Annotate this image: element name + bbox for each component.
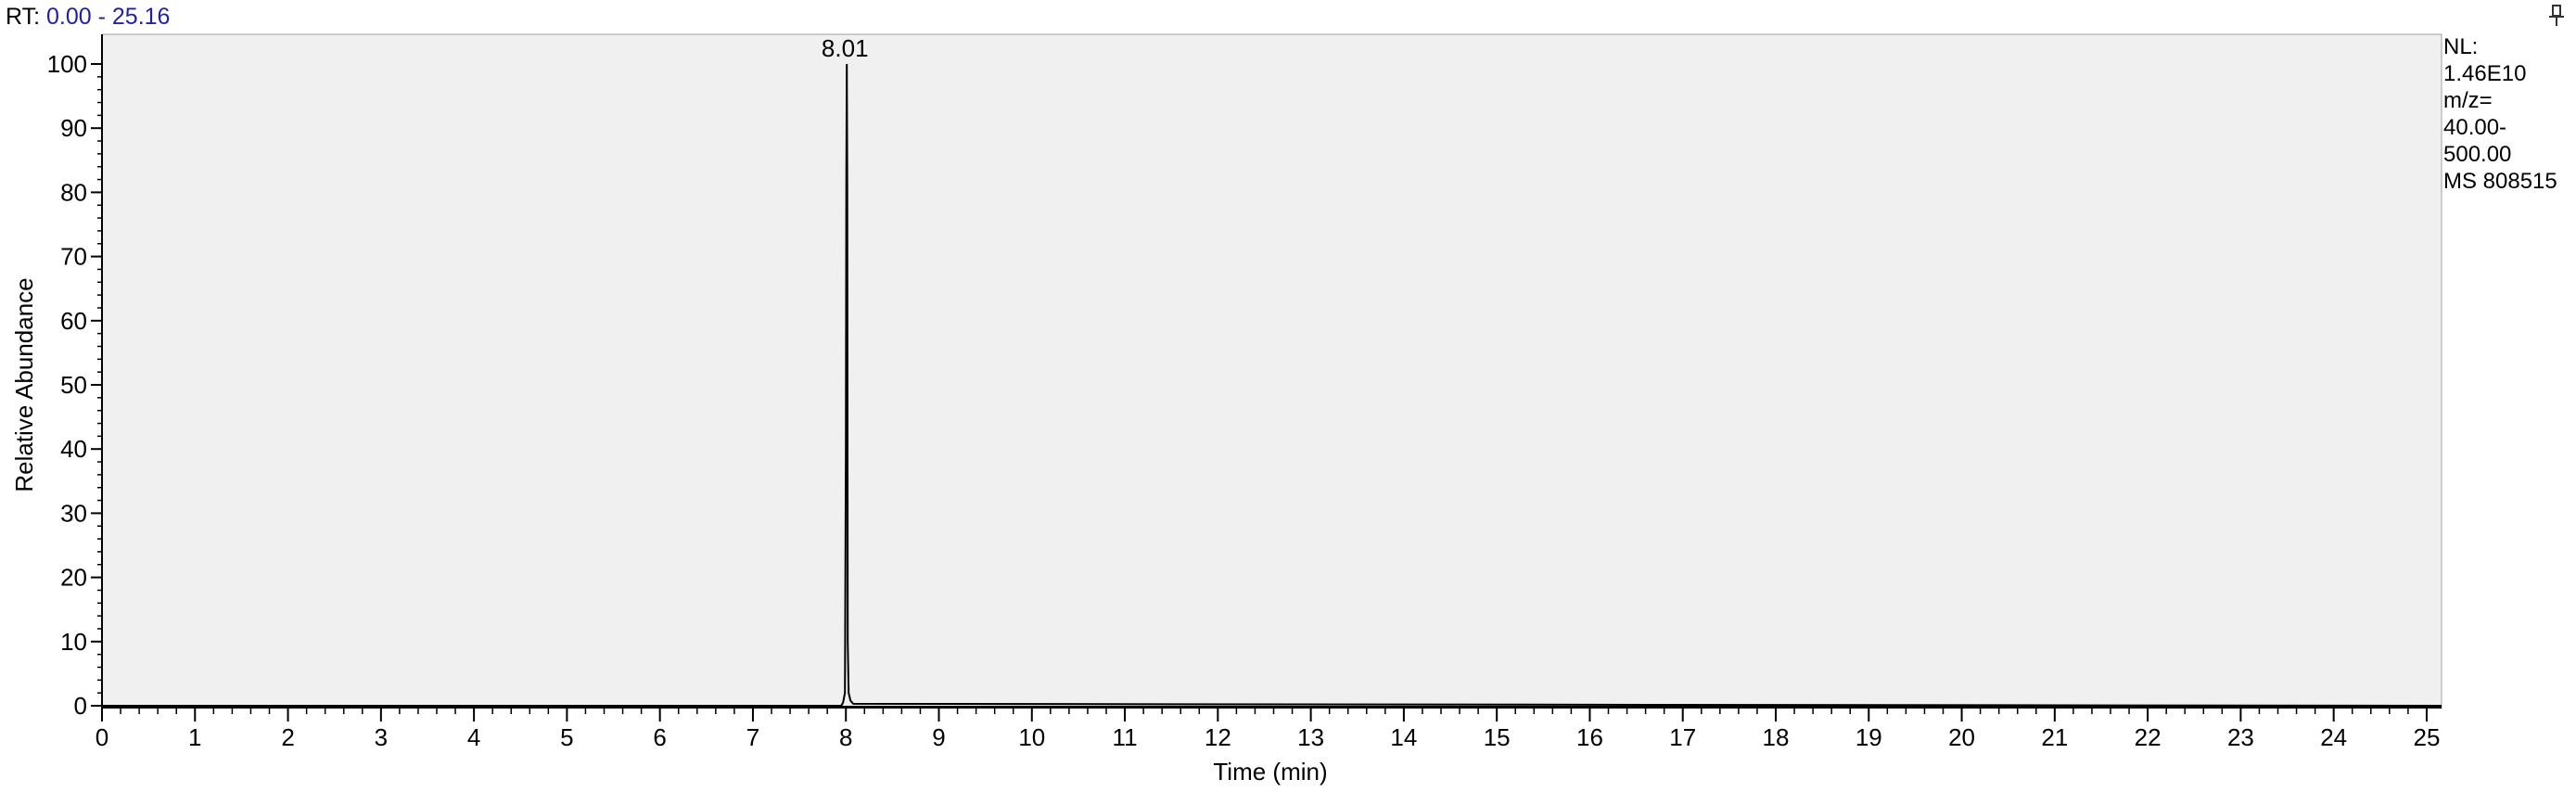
y-axis-label: Relative Abundance (10, 277, 38, 492)
x-tick-label: 6 (653, 723, 666, 751)
y-tick-label: 10 (60, 628, 87, 656)
x-tick-label: 12 (1205, 723, 1231, 751)
mz-label: m/z= (2443, 88, 2493, 113)
x-tick-label: 16 (1576, 723, 1603, 751)
y-tick-label: 0 (74, 692, 87, 720)
chromatogram-trace (102, 63, 2442, 707)
peak-label: 8.01 (822, 34, 869, 62)
x-tick-label: 21 (2041, 723, 2068, 751)
x-tick-label: 15 (1484, 723, 1511, 751)
y-tick-label: 80 (60, 178, 87, 206)
x-tick-label: 1 (188, 723, 201, 751)
x-tick-label: 4 (467, 723, 480, 751)
x-tick-label: 11 (1113, 723, 1138, 751)
y-tick-label: 100 (47, 50, 87, 78)
x-tick-label: 13 (1297, 723, 1324, 751)
x-tick-label: 7 (746, 723, 759, 751)
x-tick-label: 10 (1018, 723, 1045, 751)
rt-range-value: 0.00 - 25.16 (46, 4, 171, 30)
x-tick-label: 2 (281, 723, 294, 751)
x-tick-label: 19 (1855, 723, 1882, 751)
x-tick-label: 22 (2135, 723, 2162, 751)
x-tick-label: 5 (560, 723, 573, 751)
x-tick-label: 9 (932, 723, 945, 751)
y-tick-label: 60 (60, 307, 87, 335)
y-tick-label: 40 (60, 435, 87, 463)
x-tick-label: 3 (375, 723, 388, 751)
y-tick-label: 30 (60, 499, 87, 527)
mz-end: 500.00 (2443, 142, 2512, 167)
x-tick-label: 25 (2413, 723, 2440, 751)
rt-prefix: RT: (6, 4, 41, 30)
x-tick-label: 8 (839, 723, 852, 751)
x-tick-label: 24 (2320, 723, 2347, 751)
y-tick-label: 50 (60, 371, 87, 399)
normalization-info: NL: 1.46E10 m/z= 40.00- 500.00 MS 808515 (2443, 33, 2557, 195)
x-tick-label: 17 (1669, 723, 1696, 751)
scan-label: MS 808515 (2443, 169, 2557, 194)
x-axis-label: Time (min) (1213, 758, 1327, 786)
plot-area (101, 33, 2442, 709)
x-tick-label: 0 (96, 723, 108, 751)
x-tick-label: 20 (1948, 723, 1975, 751)
y-tick-label: 70 (60, 243, 87, 271)
x-tick-label: 14 (1390, 723, 1417, 751)
x-tick-label: 23 (2227, 723, 2254, 751)
nl-value: 1.46E10 (2443, 61, 2527, 86)
rt-range-label: RT: 0.00 - 25.16 (6, 4, 170, 31)
mz-start: 40.00- (2443, 115, 2507, 140)
nl-label: NL: (2443, 34, 2479, 59)
x-tick-label: 18 (1763, 723, 1790, 751)
y-tick-label: 20 (60, 564, 87, 592)
y-tick-label: 90 (60, 114, 87, 142)
pin-icon[interactable] (2544, 4, 2569, 28)
